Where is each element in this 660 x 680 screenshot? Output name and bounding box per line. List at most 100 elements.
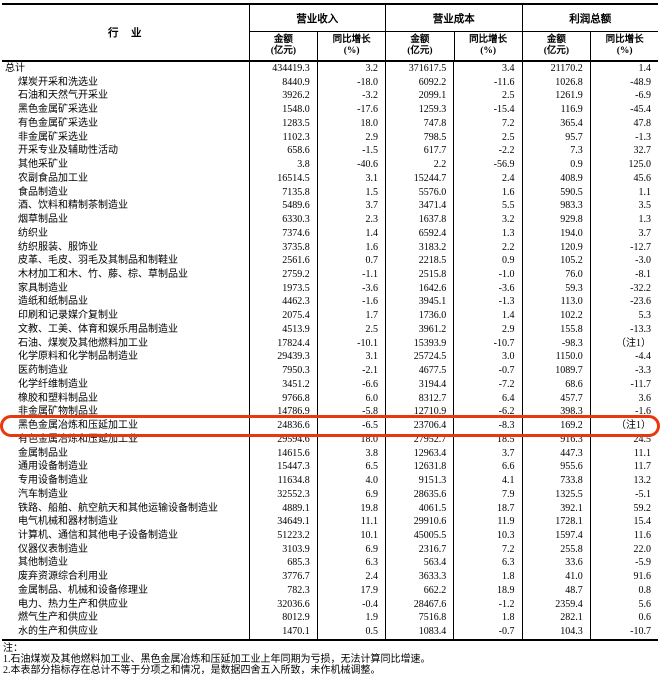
industry-name: 黑色金属冶炼和压延加工业 xyxy=(18,420,138,432)
footnote-item: 1.石油煤炭及其他燃料加工业、黑色金属冶炼和压延加工业上年同期为亏损，无法计算同… xyxy=(3,654,431,666)
value-cell: -10.1 xyxy=(316,336,385,351)
value-cell: -48.9 xyxy=(589,75,658,90)
value-cell: -17.6 xyxy=(316,103,385,117)
value-cell: 4677.5 xyxy=(385,364,453,378)
value-cell: 1.5 xyxy=(316,185,385,200)
value-cell: 6.5 xyxy=(316,460,385,475)
table-row: 其他制造业 685.3 6.3 563.4 6.3 33.6 -5.9 xyxy=(2,556,658,571)
growth-unit: (%) xyxy=(343,46,360,56)
header-subrow: 金额 (亿元) 同比增长 (%) xyxy=(250,32,386,60)
value-cell: 1.8 xyxy=(453,570,521,584)
value-cell: 0.6 xyxy=(589,611,658,626)
value-cell: 590.5 xyxy=(521,185,590,200)
value-cell: -5.1 xyxy=(589,487,658,502)
amount-unit: (亿元) xyxy=(407,46,433,56)
value-cell: -6.5 xyxy=(316,419,385,433)
industry-name: 金属制品业 xyxy=(18,447,68,459)
value-cell: -1.2 xyxy=(453,597,521,612)
value-cell: -1.6 xyxy=(316,295,385,310)
value-cell: 2.4 xyxy=(316,570,385,584)
value-cell: 14615.6 xyxy=(248,446,317,461)
value-cell: 59.2 xyxy=(589,501,658,516)
table-row: 计算机、通信和其他电子设备制造业 51223.2 10.1 45005.5 10… xyxy=(2,528,658,543)
industry-name: 其他制造业 xyxy=(18,557,68,569)
value-cell: -12.7 xyxy=(589,240,658,255)
industry-name: 黑色金属矿采选业 xyxy=(18,104,98,116)
value-cell: -56.9 xyxy=(453,158,521,172)
value-cell: 1.3 xyxy=(453,226,521,241)
value-cell: -15.4 xyxy=(453,103,521,117)
value-cell: -1.3 xyxy=(589,130,658,145)
value-cell: 658.6 xyxy=(248,144,317,159)
value-cell: -4.4 xyxy=(589,350,658,365)
table-row: 皮革、毛皮、羽毛及其制品和制鞋业 2561.6 0.7 2218.5 0.9 1… xyxy=(2,254,658,269)
value-cell: -40.6 xyxy=(316,158,385,172)
value-cell: 365.4 xyxy=(521,116,590,131)
value-cell: 1261.9 xyxy=(521,89,590,104)
value-cell: 10.3 xyxy=(453,528,521,543)
value-cell: 3945.1 xyxy=(385,295,453,310)
header-profit-amount: 金额 (亿元) xyxy=(523,32,591,60)
table-row: 医药制造业 7950.3 -2.1 4677.5 -0.7 1089.7 -3.… xyxy=(2,364,658,378)
industry-name: 计算机、通信和其他电子设备制造业 xyxy=(18,529,178,541)
table-row: 汽车制造业 32552.3 6.9 28635.6 7.9 1325.5 -5.… xyxy=(2,487,658,502)
value-cell: 17824.4 xyxy=(248,336,317,351)
value-cell: 48.7 xyxy=(521,583,590,598)
value-cell: 15447.3 xyxy=(248,460,317,475)
value-cell: 3.0 xyxy=(453,350,521,365)
value-cell: 51223.2 xyxy=(248,528,317,543)
table-row: 有色金属冶炼和压延加工业 29594.6 18.0 27952.7 18.5 9… xyxy=(2,432,658,447)
value-cell: 0.8 xyxy=(589,583,658,598)
value-cell: -8.1 xyxy=(589,268,658,282)
growth-label: 同比增长 xyxy=(332,35,371,45)
value-cell: -8.3 xyxy=(453,419,521,433)
value-cell: 18.0 xyxy=(316,432,385,447)
value-cell: 6330.3 xyxy=(248,213,317,227)
value-cell: 155.8 xyxy=(521,322,590,337)
value-cell: 457.7 xyxy=(521,391,590,406)
value-cell: 747.8 xyxy=(385,116,453,131)
header-industry-column: 行 业 xyxy=(108,28,143,39)
value-cell: 16514.5 xyxy=(248,171,317,186)
industry-name: 总计 xyxy=(5,63,25,74)
value-cell: -3.3 xyxy=(589,364,658,378)
value-cell: 68.6 xyxy=(521,377,590,392)
value-cell: 34649.1 xyxy=(248,515,317,529)
value-cell: 2.2 xyxy=(453,240,521,255)
value-cell: 1083.4 xyxy=(385,625,453,639)
value-cell: -1.5 xyxy=(316,144,385,159)
value-cell: 169.2 xyxy=(521,419,590,433)
table-row: 黑色金属冶炼和压延加工业 24836.6 -6.5 23706.4 -8.3 1… xyxy=(0,414,660,438)
value-cell: 5.5 xyxy=(453,199,521,214)
header-group-profit-label: 利润总额 xyxy=(522,5,658,32)
value-cell: 6.6 xyxy=(453,460,521,475)
value-cell: 1.1 xyxy=(589,185,658,200)
value-cell: 6.4 xyxy=(453,391,521,406)
value-cell: -1.0 xyxy=(453,268,521,282)
header-cost-growth: 同比增长 (%) xyxy=(453,32,522,60)
value-cell: -1.1 xyxy=(316,268,385,282)
header-subrow: 金额 (亿元) 同比增长 (%) xyxy=(523,32,659,60)
industry-name: 烟草制品业 xyxy=(18,214,68,226)
value-cell: 15.4 xyxy=(589,515,658,529)
value-cell: 398.3 xyxy=(521,405,590,420)
table-body: 总计 434419.3 3.2 371617.5 3.4 21170.2 1.4… xyxy=(0,62,660,639)
value-cell: 1973.5 xyxy=(248,281,317,296)
industry-name: 造纸和纸制品业 xyxy=(18,296,88,308)
value-cell: 28467.6 xyxy=(385,597,453,612)
header-cost-amount: 金额 (亿元) xyxy=(386,32,454,60)
table-row: 电气机械和器材制造业 34649.1 11.1 29910.6 11.9 172… xyxy=(2,515,658,529)
table-row: 石油、煤炭及其他燃料加工业 17824.4 -10.1 15393.9 -10.… xyxy=(2,336,658,351)
value-cell: -7.2 xyxy=(453,377,521,392)
value-cell: 2359.4 xyxy=(521,597,590,612)
value-cell: -5.9 xyxy=(589,556,658,571)
value-cell: 3.2 xyxy=(453,213,521,227)
industry-name: 农副食品加工业 xyxy=(18,172,88,184)
value-cell: 2.5 xyxy=(453,130,521,145)
header-group-revenue: 营业收入 金额 (亿元) 同比增长 (%) xyxy=(248,5,386,60)
value-cell: 45005.5 xyxy=(385,528,453,543)
value-cell: 12710.9 xyxy=(385,405,453,420)
value-cell: 24.5 xyxy=(589,432,658,447)
value-cell: 18.7 xyxy=(453,501,521,516)
value-cell: 3.7 xyxy=(453,446,521,461)
